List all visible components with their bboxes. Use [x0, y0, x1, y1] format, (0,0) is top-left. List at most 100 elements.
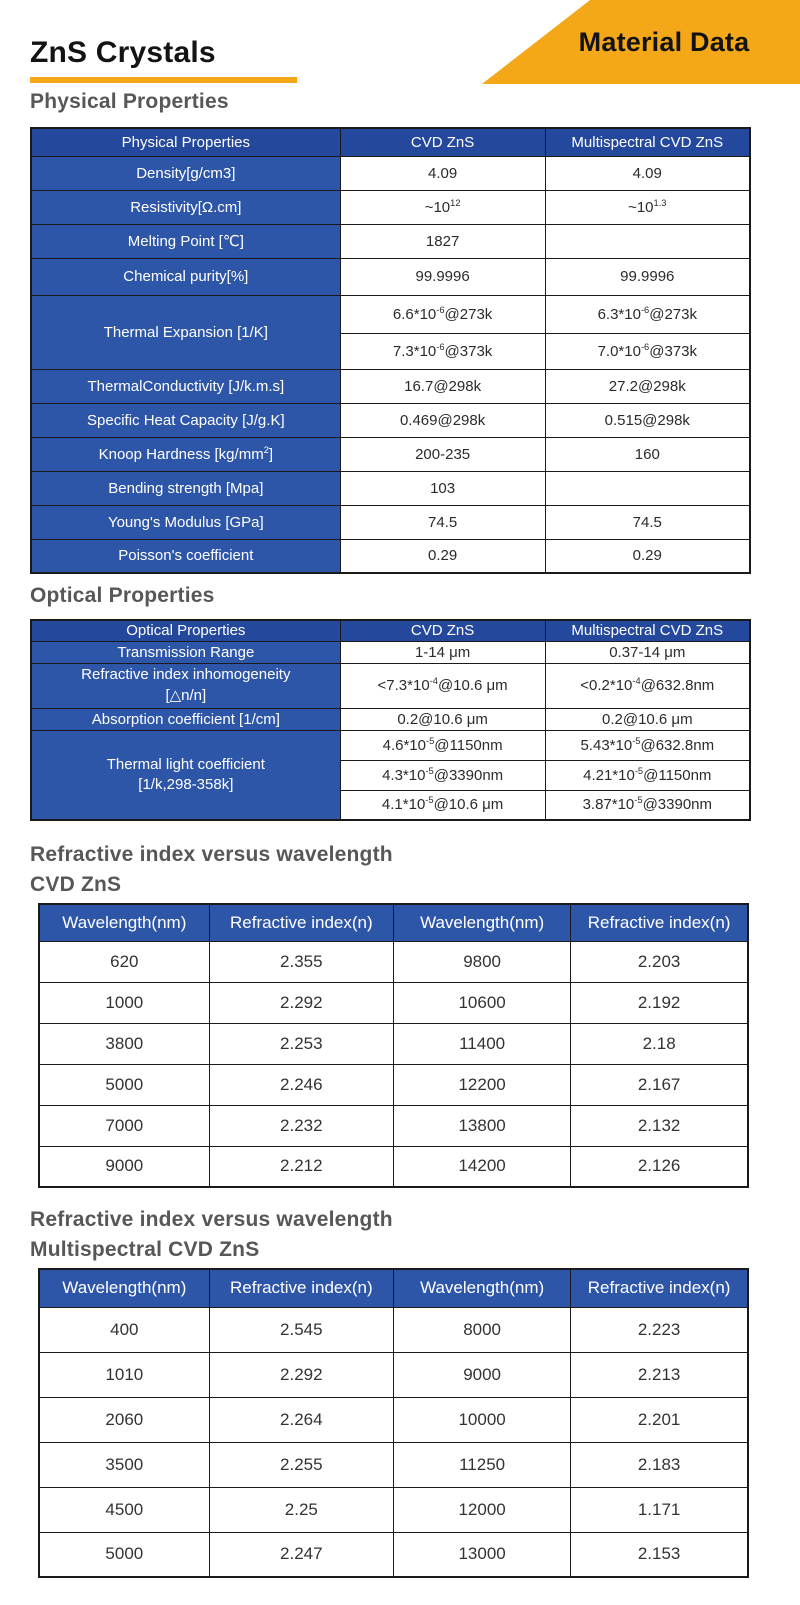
value-cell: 4.3*10-5@3390nm — [339, 759, 546, 791]
value-cell: 0.469@298k — [339, 402, 546, 438]
index-cell: 2.18 — [570, 1022, 749, 1065]
value-cell: 6.6*10-6@273k — [339, 294, 546, 334]
table-row: Young's Modulus [GPa] 74.5 74.5 — [30, 504, 751, 540]
header-row: Wavelength(nm) Refractive index(n) Wavel… — [38, 903, 749, 942]
value-cell — [544, 470, 751, 506]
physical-properties-heading: Physical Properties — [30, 90, 229, 113]
table-row: 5000 2.246 12200 2.167 — [38, 1063, 749, 1106]
index-cell: 2.153 — [570, 1531, 749, 1578]
index-cell: 2.292 — [208, 981, 394, 1024]
wavelength-cell: 9800 — [392, 940, 572, 983]
value-cell: 4.09 — [339, 155, 546, 191]
wavelength-cell: 9000 — [38, 1145, 210, 1188]
value-cell: 0.37-14 μm — [544, 640, 751, 664]
index-cell: 2.253 — [208, 1022, 394, 1065]
page-title: ZnS Crystals — [30, 36, 216, 69]
index-cell: 2.232 — [208, 1104, 394, 1147]
wavelength-cell: 12000 — [392, 1486, 572, 1533]
refractive-cvd-heading: Refractive index versus wavelength CVD Z… — [30, 840, 393, 900]
value-cell: 1-14 μm — [339, 640, 546, 664]
table-row: 4.3*10-5@3390nm 4.21*10-5@1150nm — [31, 759, 751, 791]
value-cell: 0.2@10.6 μm — [544, 707, 751, 731]
index-cell: 1.171 — [570, 1486, 749, 1533]
value-cell: 200-235 — [339, 436, 546, 472]
value-cell: <7.3*10-4@10.6 μm — [339, 662, 546, 709]
value-cell: 1827 — [339, 223, 546, 259]
property-label-cell: Melting Point [℃] — [30, 223, 341, 259]
wavelength-cell: 10600 — [392, 981, 572, 1024]
wavelength-cell: 13800 — [392, 1104, 572, 1147]
title-underline — [30, 77, 297, 83]
wavelength-cell: 11400 — [392, 1022, 572, 1065]
value-cell: 74.5 — [339, 504, 546, 540]
heading-line: CVD ZnS — [30, 873, 122, 896]
property-label-cell: Thermal Expansion [1/K] — [30, 294, 341, 370]
value-cell: 0.29 — [339, 538, 546, 574]
index-cell: 2.355 — [208, 940, 394, 983]
table-row: Density[g/cm3] 4.09 4.09 — [30, 155, 751, 191]
wavelength-cell: 2060 — [38, 1396, 210, 1443]
value-cell: 74.5 — [544, 504, 751, 540]
column-header: Refractive index(n) — [208, 903, 394, 942]
value-cell: 99.9996 — [544, 257, 751, 296]
table-row: 9000 2.212 14200 2.126 — [38, 1145, 749, 1188]
table-row: 7.3*10-6@373k 7.0*10-6@373k — [31, 332, 751, 370]
wavelength-cell: 4500 — [38, 1486, 210, 1533]
value-cell: 3.87*10-5@3390nm — [544, 789, 751, 821]
value-cell: 4.6*10-5@1150nm — [339, 729, 546, 761]
wavelength-cell: 3800 — [38, 1022, 210, 1065]
value-cell: 0.29 — [544, 538, 751, 574]
value-cell: 27.2@298k — [544, 368, 751, 404]
table-row: 2060 2.264 10000 2.201 — [38, 1396, 749, 1443]
header-row: Wavelength(nm) Refractive index(n) Wavel… — [38, 1268, 749, 1308]
column-header: Multispectral CVD ZnS — [544, 127, 751, 157]
wavelength-cell: 5000 — [38, 1063, 210, 1106]
column-header: Wavelength(nm) — [392, 1268, 572, 1308]
table-row: 620 2.355 9800 2.203 — [38, 940, 749, 983]
table-row: 1010 2.292 9000 2.213 — [38, 1351, 749, 1398]
column-header: Physical Properties — [30, 127, 341, 157]
wavelength-cell: 7000 — [38, 1104, 210, 1147]
banner-label: Material Data — [578, 26, 750, 57]
property-label-cell: ThermalConductivity [J/k.m.s] — [30, 368, 341, 404]
index-cell: 2.167 — [570, 1063, 749, 1106]
value-cell — [544, 223, 751, 259]
column-header: Wavelength(nm) — [38, 903, 210, 942]
property-label-line: [△n/n] — [165, 686, 207, 704]
value-cell: 4.21*10-5@1150nm — [544, 759, 751, 791]
table-row: Transmission Range 1-14 μm 0.37-14 μm — [30, 640, 751, 664]
column-header: Optical Properties — [30, 619, 341, 642]
column-header: Wavelength(nm) — [38, 1268, 210, 1308]
wavelength-cell: 1000 — [38, 981, 210, 1024]
material-data-banner: Material Data — [482, 0, 800, 84]
heading-line: Multispectral CVD ZnS — [30, 1238, 260, 1261]
optical-properties-heading: Optical Properties — [30, 584, 215, 607]
wavelength-cell: 3500 — [38, 1441, 210, 1488]
index-cell: 2.223 — [570, 1306, 749, 1353]
property-label-cell: Resistivity[Ω.cm] — [30, 189, 341, 225]
heading-line: Refractive index versus wavelength — [30, 843, 393, 866]
table-row: 3800 2.253 11400 2.18 — [38, 1022, 749, 1065]
value-cell: 6.3*10-6@273k — [544, 294, 751, 334]
table-row: Resistivity[Ω.cm] ~1012 ~101.3 — [30, 189, 751, 225]
property-label-line: Thermal light coefficient — [106, 755, 265, 773]
index-cell: 2.255 — [208, 1441, 394, 1488]
wavelength-cell: 1010 — [38, 1351, 210, 1398]
column-header: Refractive index(n) — [570, 903, 749, 942]
table-row: Thermal light coefficient [1/k,298-358k]… — [30, 729, 751, 821]
wavelength-cell: 9000 — [392, 1351, 572, 1398]
table-row: 4500 2.25 12000 1.171 — [38, 1486, 749, 1533]
table-row: ThermalConductivity [J/k.m.s] 16.7@298k … — [30, 368, 751, 404]
column-header: Multispectral CVD ZnS — [544, 619, 751, 642]
value-cell: <0.2*10-4@632.8nm — [544, 662, 751, 709]
optical-properties-table: Optical Properties CVD ZnS Multispectral… — [30, 619, 751, 821]
property-label-cell: Chemical purity[%] — [30, 257, 341, 296]
table-row: Melting Point [℃] 1827 — [30, 223, 751, 259]
wavelength-cell: 12200 — [392, 1063, 572, 1106]
property-label-cell: Bending strength [Mpa] — [30, 470, 341, 506]
index-cell: 2.126 — [570, 1145, 749, 1188]
table-row: Chemical purity[%] 99.9996 99.9996 — [30, 257, 751, 296]
value-cell: ~1012 — [339, 189, 546, 225]
wavelength-cell: 13000 — [392, 1531, 572, 1578]
table-row: Bending strength [Mpa] 103 — [30, 470, 751, 506]
